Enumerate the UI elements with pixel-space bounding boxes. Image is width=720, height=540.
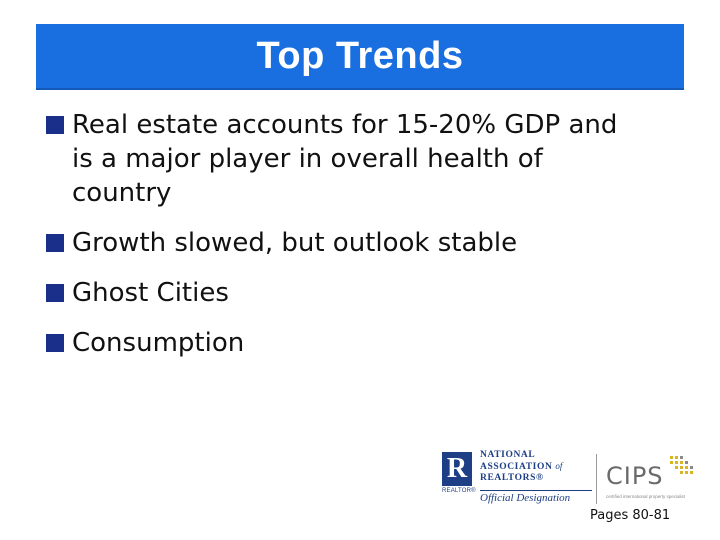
realtor-r-icon: R bbox=[442, 452, 472, 486]
cips-wordmark: CIPS bbox=[606, 462, 664, 490]
bullet-text: Real estate accounts for 15-20% GDP and … bbox=[72, 110, 618, 208]
list-item: Ghost Cities bbox=[46, 276, 686, 310]
nar-line-2: ASSOCIATION of bbox=[480, 461, 592, 473]
nar-designation: Official Designation bbox=[480, 490, 592, 504]
bullet-text: Consumption bbox=[72, 328, 245, 358]
square-bullet-icon bbox=[46, 116, 64, 134]
page-reference: Pages 80-81 bbox=[590, 508, 671, 523]
list-item: Consumption bbox=[46, 326, 686, 360]
nar-line-3: REALTORS® bbox=[480, 473, 544, 483]
nar-logo: R REALTOR® NATIONAL ASSOCIATION of REALT… bbox=[440, 450, 592, 506]
list-item: Real estate accounts for 15-20% GDP and … bbox=[46, 108, 686, 210]
bullet-list: Real estate accounts for 15-20% GDP and … bbox=[46, 108, 686, 378]
cips-tagline: certified international property special… bbox=[606, 494, 686, 499]
title-bar: Top Trends bbox=[36, 24, 684, 90]
cips-logo: CIPS certified international property sp… bbox=[606, 454, 698, 506]
bullet-text: Ghost Cities bbox=[72, 278, 229, 308]
square-bullet-icon bbox=[46, 284, 64, 302]
cips-dot-grid-icon bbox=[670, 456, 693, 474]
nar-of: of bbox=[555, 461, 563, 471]
square-bullet-icon bbox=[46, 234, 64, 252]
nar-line-1: NATIONAL bbox=[480, 450, 536, 460]
bullet-text: Growth slowed, but outlook stable bbox=[72, 228, 518, 258]
logo-area: R REALTOR® NATIONAL ASSOCIATION of REALT… bbox=[440, 450, 698, 510]
square-bullet-icon bbox=[46, 334, 64, 352]
nar-name: NATIONAL ASSOCIATION of REALTORS® bbox=[480, 450, 592, 484]
nar-line-2-text: ASSOCIATION bbox=[480, 462, 553, 472]
list-item: Growth slowed, but outlook stable bbox=[46, 226, 686, 260]
logo-divider bbox=[596, 454, 597, 504]
nar-realtor-label: REALTOR® bbox=[442, 488, 476, 494]
page-title: Top Trends bbox=[256, 34, 464, 77]
